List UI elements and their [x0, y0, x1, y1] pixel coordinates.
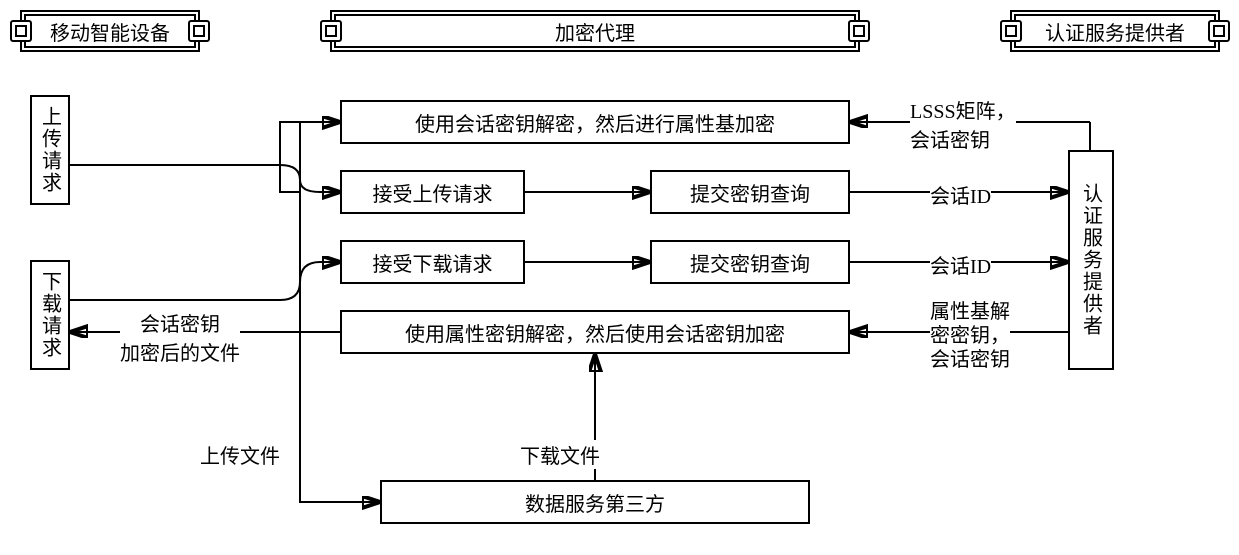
download-file-label: 下载文件	[520, 440, 600, 469]
download-request-text: 下载请求	[36, 271, 65, 359]
row3-right-box: 提交密钥查询	[650, 240, 850, 284]
encrypted-file-line1: 会话密钥	[140, 314, 220, 336]
header-left-text: 移动智能设备	[50, 17, 170, 46]
lsss-line2: 会话密钥	[910, 130, 990, 152]
header-center-text: 加密代理	[555, 17, 635, 46]
download-file-text: 下载文件	[520, 446, 600, 468]
row3-right-text: 提交密钥查询	[690, 248, 810, 277]
auth-service-text: 认证服务提供者	[1077, 183, 1106, 337]
attr-key-label: 属性基解 密密钥， 会话密钥	[930, 300, 1010, 372]
bottom-text: 数据服务第三方	[525, 488, 665, 517]
header-left: 移动智能设备	[20, 10, 200, 52]
row4-text: 使用属性密钥解密，然后使用会话密钥加密	[405, 318, 785, 347]
upload-file-label: 上传文件	[200, 440, 280, 469]
encrypted-file-label: 会话密钥 加密后的文件	[120, 308, 240, 366]
row3-left-box: 接受下载请求	[340, 240, 525, 284]
row2-right-text: 提交密钥查询	[690, 178, 810, 207]
lsss-line1: LSSS矩阵，	[910, 101, 1016, 123]
session-id-1-label: 会话ID	[930, 180, 991, 209]
bottom-box: 数据服务第三方	[380, 480, 810, 524]
header-center: 加密代理	[330, 10, 860, 52]
row4-box: 使用属性密钥解密，然后使用会话密钥加密	[340, 310, 850, 354]
attr-key-line3: 会话密钥	[930, 349, 1010, 371]
session-id-2-text: 会话ID	[930, 256, 991, 278]
lsss-label: LSSS矩阵， 会话密钥	[910, 95, 1016, 153]
header-right-text: 认证服务提供者	[1045, 17, 1185, 46]
download-request-box: 下载请求	[30, 260, 70, 370]
session-id-2-label: 会话ID	[930, 250, 991, 279]
header-right: 认证服务提供者	[1010, 10, 1220, 52]
row1-box: 使用会话密钥解密，然后进行属性基加密	[340, 100, 850, 144]
encrypted-file-line2: 加密后的文件	[120, 343, 240, 365]
row1-text: 使用会话密钥解密，然后进行属性基加密	[415, 108, 775, 137]
attr-key-line1: 属性基解	[930, 301, 1010, 323]
row2-left-box: 接受上传请求	[340, 170, 525, 214]
upload-request-text: 上传请求	[36, 106, 65, 194]
attr-key-line2: 密密钥，	[930, 325, 1010, 347]
row3-left-text: 接受下载请求	[373, 248, 493, 277]
upload-request-box: 上传请求	[30, 95, 70, 205]
row2-right-box: 提交密钥查询	[650, 170, 850, 214]
upload-file-text: 上传文件	[200, 446, 280, 468]
auth-service-box: 认证服务提供者	[1068, 150, 1114, 370]
session-id-1-text: 会话ID	[930, 186, 991, 208]
row2-left-text: 接受上传请求	[373, 178, 493, 207]
